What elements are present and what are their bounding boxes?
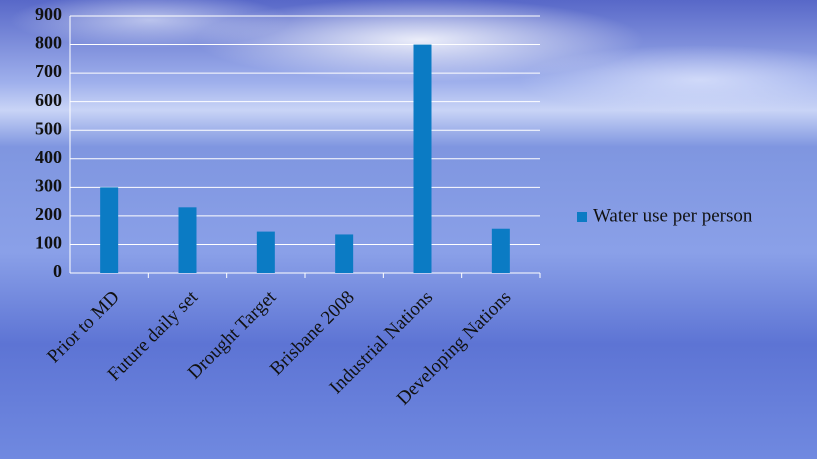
y-tick-label: 700	[35, 61, 62, 81]
y-tick-label: 200	[35, 204, 62, 224]
y-tick-label: 600	[35, 90, 62, 110]
y-tick-label: 800	[35, 33, 62, 53]
bar	[178, 207, 197, 273]
legend-swatch	[577, 212, 587, 222]
bar	[491, 228, 510, 273]
y-tick-label: 500	[35, 118, 62, 138]
y-tick-label: 900	[35, 4, 62, 24]
bar	[413, 44, 432, 273]
x-tick-label: Prior to MD	[43, 287, 124, 368]
y-tick-label: 0	[53, 261, 62, 281]
legend-label: Water use per person	[593, 205, 753, 226]
y-tick-label: 100	[35, 233, 62, 253]
y-tick-label: 300	[35, 175, 62, 195]
bar	[335, 234, 354, 273]
y-tick-label: 400	[35, 147, 62, 167]
bar	[256, 231, 275, 273]
bar	[100, 187, 119, 273]
